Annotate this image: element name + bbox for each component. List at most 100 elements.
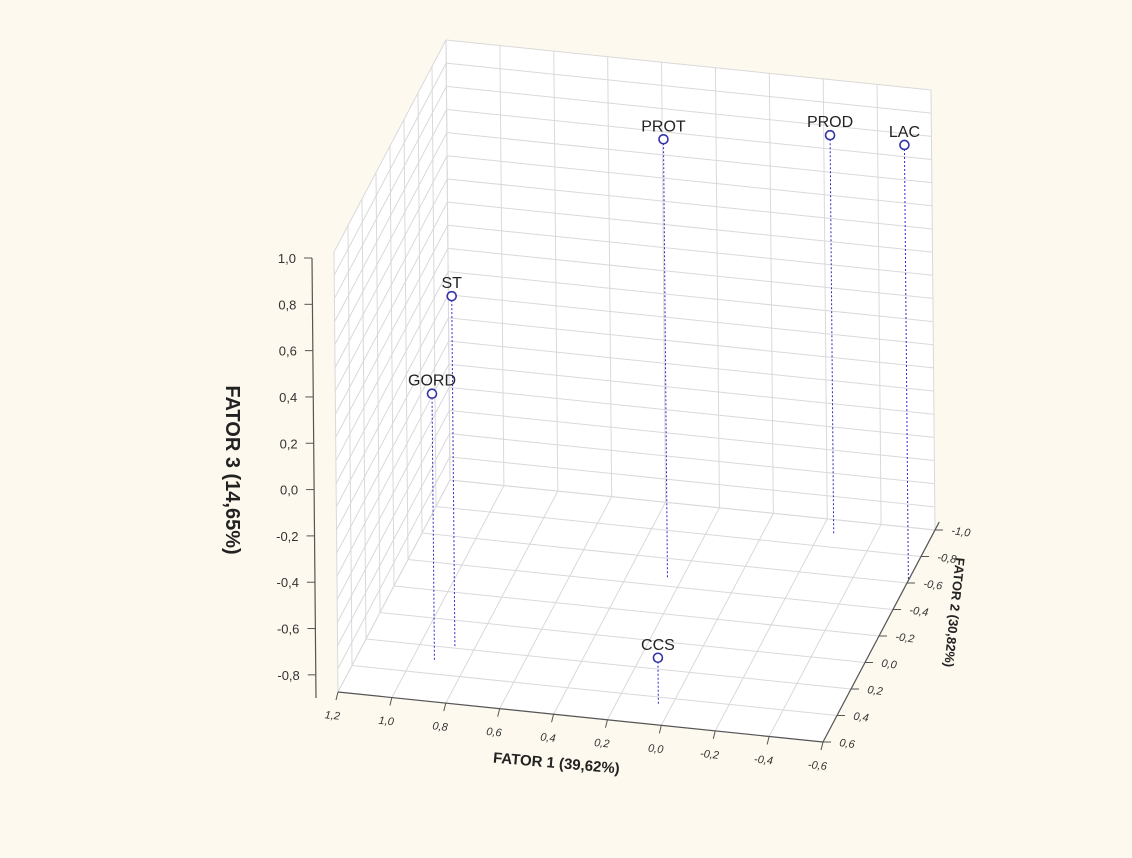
z-tick-label: 0,6 <box>279 344 297 359</box>
back-grid-line <box>607 56 613 497</box>
left-grid-line <box>445 39 451 481</box>
left-grid-line <box>337 456 451 670</box>
z-tick-label: 0,4 <box>279 390 297 405</box>
x-tick-label: 0,6 <box>486 726 503 740</box>
y-tick-label: -1,0 <box>951 525 972 540</box>
back-grid-line <box>499 45 505 486</box>
floor-grid-line <box>435 506 922 557</box>
back-grid-line <box>447 155 933 207</box>
data-point <box>658 133 669 145</box>
left-grid-line <box>336 340 450 554</box>
back-grid-line <box>446 85 932 137</box>
data-point <box>824 129 836 141</box>
back-grid-line <box>448 363 934 415</box>
data-point <box>446 290 458 302</box>
left-grid-line <box>333 62 447 276</box>
point-label: LAC <box>889 124 920 141</box>
x-tick-mark <box>766 736 770 745</box>
left-grid-line <box>335 225 449 438</box>
x-tick-mark <box>497 708 501 717</box>
back-grid-line <box>446 108 932 160</box>
back-grid-line <box>445 39 932 91</box>
left-grid-line <box>334 109 448 322</box>
floor-grid-line <box>379 612 866 663</box>
axes-layer: 1,2 1,0 0,8 0,6 0,4 0,2 0,0 -0,2 -0,4 -0,6 -1,0 -0,… <box>276 251 972 773</box>
x-tick-mark <box>712 730 716 740</box>
back-grid-line <box>768 73 774 514</box>
back-grid-line <box>447 224 933 276</box>
data-point <box>899 139 910 151</box>
back-grid-line <box>449 456 935 508</box>
z-axis-title: FATOR 3 (14,65%) <box>221 385 243 554</box>
left-grid-line <box>334 178 448 392</box>
left-grid-line <box>389 145 395 587</box>
x-tick-label: -0,6 <box>807 759 828 773</box>
y-tick-label: 0,0 <box>881 658 899 672</box>
x-tick-label: 1,2 <box>324 709 340 723</box>
floor-grid-line <box>351 665 838 716</box>
back-grid-line <box>448 340 934 392</box>
back-grid-line <box>822 78 828 519</box>
back-grid-line <box>449 433 935 485</box>
back-grid-line <box>449 410 935 462</box>
grid-layer <box>333 39 936 743</box>
left-grid-line <box>336 317 449 531</box>
left-grid-line <box>403 119 409 560</box>
drop-line <box>662 139 668 580</box>
back-grid-line <box>447 247 933 299</box>
back-grid-line <box>448 317 934 369</box>
left-grid-line <box>361 198 367 640</box>
left-grid-line <box>336 410 450 623</box>
point-label: GORD <box>408 373 456 390</box>
x-axis-title: FATOR 1 (39,62%) <box>492 750 620 778</box>
x-tick-label: 0,0 <box>647 743 664 757</box>
y-tick-label: -0,8 <box>937 552 958 567</box>
z-tick-label: 1,0 <box>278 251 296 266</box>
x-tick-mark <box>820 741 824 751</box>
x-tick-mark <box>443 702 447 712</box>
y-axis-title: FATOR 2 (30,82%) <box>941 557 967 668</box>
x-tick-mark <box>551 714 555 723</box>
z-tick-label: 0,0 <box>280 483 298 498</box>
y-tick-label: -0,6 <box>923 578 944 593</box>
back-grid-line <box>448 294 934 346</box>
y-tick-label: -0,2 <box>895 631 915 646</box>
y-tick-label: 0,4 <box>853 711 870 725</box>
drop-line <box>431 393 435 661</box>
data-point <box>652 652 664 664</box>
point-label: PROT <box>641 118 686 135</box>
y-tick-label: 0,6 <box>839 737 857 751</box>
left-grid-line <box>333 39 447 253</box>
x-axis-line <box>337 691 824 743</box>
x-tick-label: 1,0 <box>378 715 395 729</box>
z-tick-label: -0,2 <box>276 529 298 544</box>
left-grid-line <box>334 132 448 345</box>
back-grid-line <box>446 132 932 184</box>
x-tick-label: -0,2 <box>699 748 719 762</box>
x-tick-mark <box>658 725 662 734</box>
back-grid-line <box>930 89 936 531</box>
y-axis-line <box>822 521 940 743</box>
drop-line <box>903 144 909 581</box>
data-point <box>426 388 438 400</box>
z-tick-label: 0,8 <box>278 297 296 312</box>
back-grid-line <box>446 62 932 114</box>
point-label: PROD <box>807 114 853 131</box>
floor-grid-line <box>407 559 894 610</box>
back-grid-line <box>448 271 934 323</box>
x-tick-label: -0,4 <box>753 754 773 768</box>
back-grid-line <box>449 479 936 531</box>
y-tick-label: 0,2 <box>867 684 884 698</box>
marks-layer: GORD ST PROT PROD LAC CCS <box>408 114 920 705</box>
y-tick-label: -0,4 <box>909 605 929 620</box>
left-grid-line <box>431 66 437 507</box>
back-grid-line <box>876 84 882 525</box>
back-grid-line <box>553 51 559 492</box>
x-tick-label: 0,2 <box>594 737 610 751</box>
x-tick-label: 0,4 <box>540 731 556 745</box>
left-grid-line <box>375 172 381 613</box>
back-grid-line <box>449 386 935 438</box>
point-label: ST <box>441 275 462 292</box>
